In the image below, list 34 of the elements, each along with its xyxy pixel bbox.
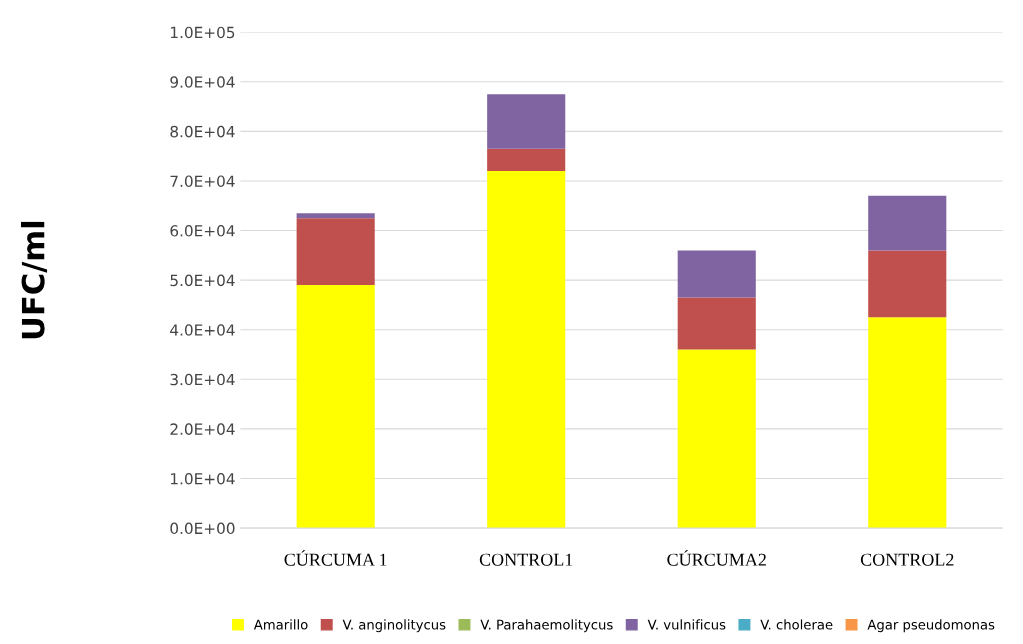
bar: [296, 285, 375, 529]
y-tick-label: 1.0E+05: [171, 26, 235, 39]
y-tick-label: 0.0E+00: [170, 522, 235, 535]
bar: [487, 171, 566, 529]
bar: [868, 317, 947, 529]
legend-label: V. vulnificus: [647, 619, 726, 630]
legend-label: V. anginolitycus: [342, 619, 446, 633]
y-tick-label: 8.0E+04: [170, 125, 235, 138]
y-tick-label: 9.0E+04: [170, 76, 235, 88]
legend-label: V. cholerae: [760, 619, 833, 630]
x-tick-label: CONTROL1: [479, 553, 573, 566]
y-tick-label: 2.0E+04: [170, 423, 235, 435]
legend-label: Agar pseudomonas: [867, 619, 995, 633]
x-tick-label: CONTROL2: [860, 553, 954, 566]
bar: [868, 250, 947, 318]
bar: [296, 213, 375, 219]
bar: [487, 94, 566, 149]
y-tick-label: 3.0E+04: [170, 373, 235, 386]
bar: [868, 195, 947, 251]
y-axis-title: UFC/ml: [21, 221, 48, 339]
legend-label: V. Parahaemolitycus: [480, 619, 613, 633]
bar: [677, 349, 756, 529]
legend-label: Amarillo: [253, 619, 308, 630]
x-tick-label: CÚRCUMA 1: [284, 550, 387, 566]
bar: [296, 218, 375, 286]
y-tick-label: 5.0E+04: [170, 274, 235, 287]
bar: [677, 250, 756, 298]
y-tick-label: 6.0E+04: [170, 225, 235, 237]
bar: [677, 297, 756, 350]
y-tick-label: 4.0E+04: [170, 324, 235, 336]
y-tick-label: 7.0E+04: [170, 175, 235, 187]
y-tick-label: 1.0E+04: [171, 472, 235, 485]
bar: [487, 148, 566, 172]
x-tick-label: CÚRCUMA2: [667, 550, 766, 566]
